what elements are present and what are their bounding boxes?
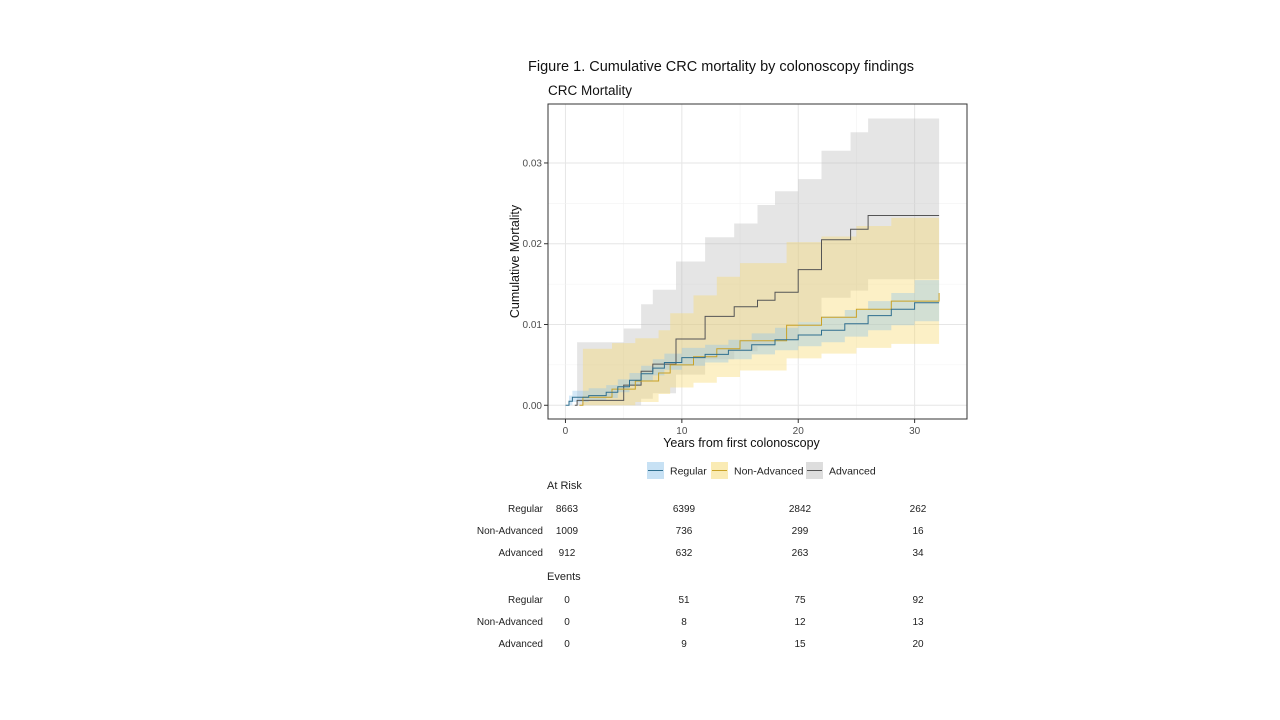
events-row-label-non-advanced: Non-Advanced bbox=[476, 617, 543, 628]
y-tick-label: 0.00 bbox=[523, 401, 543, 412]
at-risk-cell-non-advanced: 299 bbox=[791, 526, 809, 537]
regular-line bbox=[565, 302, 940, 406]
legend-label-non-advanced: Non-Advanced bbox=[734, 466, 804, 478]
survival-lines bbox=[565, 215, 940, 406]
at-risk-cell-non-advanced: 736 bbox=[675, 526, 693, 537]
at-risk-cell-non-advanced: 16 bbox=[912, 526, 924, 537]
at-risk-cell-advanced: 263 bbox=[791, 548, 809, 559]
non-advanced-line bbox=[579, 293, 940, 406]
at-risk-row-label-advanced: Advanced bbox=[498, 548, 543, 559]
events-cell-non-advanced: 8 bbox=[681, 617, 687, 628]
events-cell-advanced: 20 bbox=[912, 639, 924, 650]
at-risk-cell-regular: 8663 bbox=[555, 504, 579, 515]
at-risk-cell-regular: 2842 bbox=[788, 504, 812, 515]
y-tick-label: 0.02 bbox=[523, 239, 543, 250]
at-risk-cell-advanced: 632 bbox=[675, 548, 693, 559]
events-row-label-regular: Regular bbox=[507, 595, 543, 606]
at-risk-cell-regular: 262 bbox=[909, 504, 927, 515]
at-risk-row-label-non-advanced: Non-Advanced bbox=[476, 526, 543, 537]
events-cell-advanced: 0 bbox=[564, 639, 570, 650]
non-advanced-ci-band bbox=[579, 217, 940, 406]
events-cell-advanced: 9 bbox=[681, 639, 687, 650]
at-risk-cell-regular: 6399 bbox=[672, 504, 696, 515]
at-risk-cell-advanced: 912 bbox=[558, 548, 576, 559]
y-axis-label: Cumulative Mortality bbox=[508, 204, 522, 318]
events-cell-non-advanced: 12 bbox=[794, 617, 806, 628]
x-tick-label: 20 bbox=[793, 426, 805, 437]
at-risk-cell-non-advanced: 1009 bbox=[555, 526, 579, 537]
legend: Regular Non-Advanced Advanced bbox=[647, 462, 876, 479]
events-cell-regular: 75 bbox=[794, 595, 806, 606]
events-cell-regular: 92 bbox=[912, 595, 924, 606]
y-tick-label: 0.01 bbox=[523, 320, 543, 331]
events-cell-non-advanced: 0 bbox=[564, 617, 570, 628]
advanced-ci-band bbox=[574, 118, 940, 406]
events-cell-non-advanced: 13 bbox=[912, 617, 924, 628]
plot-border bbox=[547, 103, 968, 420]
figure-title: Figure 1. Cumulative CRC mortality by co… bbox=[528, 59, 915, 75]
x-tick-label: 30 bbox=[909, 426, 921, 437]
x-tick-label: 0 bbox=[563, 426, 569, 437]
events-cell-regular: 0 bbox=[564, 595, 570, 606]
legend-label-advanced: Advanced bbox=[829, 466, 876, 478]
plot-panel bbox=[548, 104, 967, 419]
legend-label-regular: Regular bbox=[670, 466, 707, 478]
events-cell-advanced: 15 bbox=[794, 639, 806, 650]
gridlines bbox=[548, 104, 967, 419]
x-tick-label: 10 bbox=[676, 426, 688, 437]
axes: 0 10 20 30 0.00 0.01 0.02 0.03 bbox=[523, 158, 921, 437]
events-heading: Events bbox=[547, 571, 581, 583]
x-axis-label: Years from first colonoscopy bbox=[663, 436, 820, 450]
chart-title: CRC Mortality bbox=[548, 83, 633, 98]
at-risk-heading: At Risk bbox=[547, 480, 582, 492]
events-row-label-advanced: Advanced bbox=[498, 639, 543, 650]
at-risk-row-label-regular: Regular bbox=[507, 504, 543, 515]
advanced-line bbox=[574, 215, 940, 406]
at-risk-cell-advanced: 34 bbox=[912, 548, 924, 559]
events-cell-regular: 51 bbox=[678, 595, 690, 606]
y-tick-label: 0.03 bbox=[523, 158, 543, 169]
